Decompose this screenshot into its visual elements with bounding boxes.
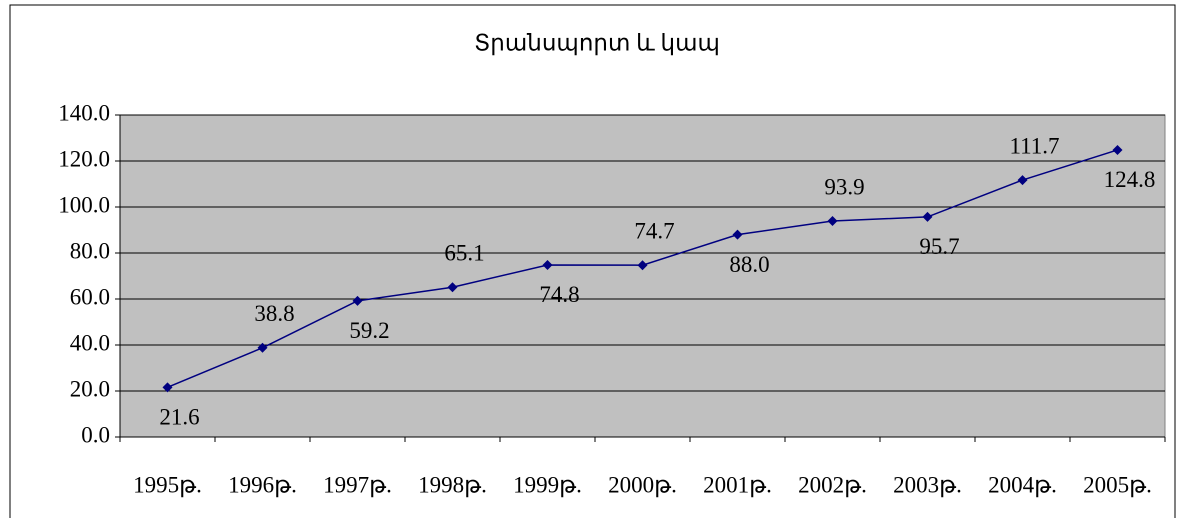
data-point xyxy=(637,260,648,271)
data-label: 93.9 xyxy=(824,174,864,199)
y-tick-label: 140.0 xyxy=(58,100,110,125)
x-tick-label: 2002թ. xyxy=(798,472,867,497)
data-point xyxy=(257,342,268,353)
x-tick-label: 2003թ. xyxy=(893,472,962,497)
x-tick-label: 1999թ. xyxy=(513,472,582,497)
data-point xyxy=(732,229,743,240)
data-label: 74.8 xyxy=(539,282,579,307)
x-tick-label: 2004թ. xyxy=(988,472,1057,497)
x-tick-label: 2000թ. xyxy=(608,472,677,497)
y-tick-label: 80.0 xyxy=(70,238,110,263)
data-label: 95.7 xyxy=(919,234,959,259)
chart-title: Տրանսպորտ և կապ xyxy=(474,30,720,55)
data-label: 124.8 xyxy=(1104,167,1156,192)
data-point xyxy=(352,295,363,306)
data-point xyxy=(1112,144,1123,155)
data-label: 111.7 xyxy=(1009,133,1059,158)
data-label: 74.7 xyxy=(634,218,674,243)
x-tick-label: 2005թ. xyxy=(1083,472,1152,497)
x-tick-label: 1995թ. xyxy=(133,472,202,497)
x-tick-label: 1996թ. xyxy=(228,472,297,497)
data-label: 38.8 xyxy=(254,301,294,326)
x-tick-label: 1997թ. xyxy=(323,472,392,497)
x-tick-label: 1998թ. xyxy=(418,472,487,497)
y-tick-label: 120.0 xyxy=(58,146,110,171)
data-label: 59.2 xyxy=(349,318,389,343)
data-point xyxy=(827,216,838,227)
data-point xyxy=(447,282,458,293)
y-tick-label: 0.0 xyxy=(81,422,110,447)
chart-border xyxy=(9,4,1176,518)
data-point xyxy=(922,211,933,222)
plot-area xyxy=(119,114,1166,438)
data-point xyxy=(542,259,553,270)
x-tick-label: 2001թ. xyxy=(703,472,772,497)
data-label: 88.0 xyxy=(729,252,769,277)
y-tick-label: 100.0 xyxy=(58,192,110,217)
data-point xyxy=(1017,175,1028,186)
y-tick-label: 40.0 xyxy=(70,330,110,355)
y-tick-label: 60.0 xyxy=(70,284,110,309)
data-label: 65.1 xyxy=(444,241,484,266)
data-label: 21.6 xyxy=(159,405,199,430)
data-point xyxy=(162,382,173,393)
y-tick-label: 20.0 xyxy=(70,376,110,401)
